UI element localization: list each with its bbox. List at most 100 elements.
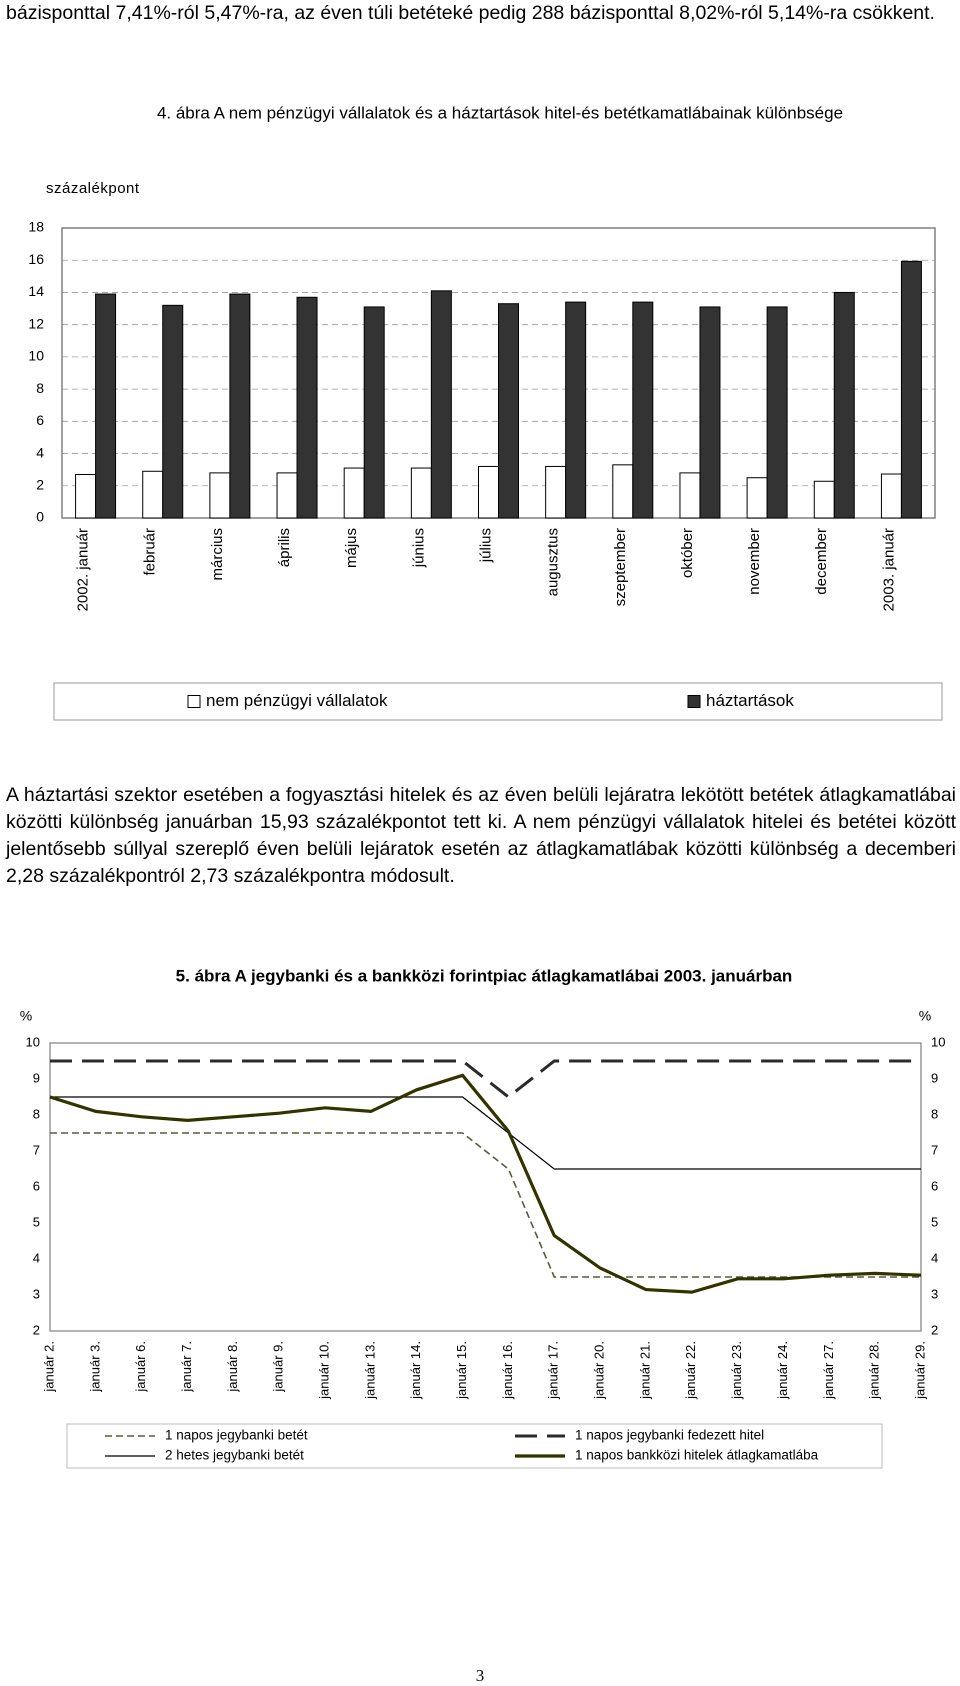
bar xyxy=(363,306,385,519)
x-tick-label: július xyxy=(477,528,494,563)
y-tick-label: 16 xyxy=(28,251,44,267)
legend-label: 2 hetes jegybanki betét xyxy=(165,1448,304,1463)
x-tick-label: január 27. xyxy=(821,1341,836,1400)
y-tick-label: 14 xyxy=(28,283,44,299)
bar xyxy=(679,472,701,519)
x-tick-label: január 29. xyxy=(912,1341,927,1400)
bar xyxy=(95,293,117,519)
legend-swatch xyxy=(187,695,201,708)
bar xyxy=(162,304,184,519)
y-tick-label: 6 xyxy=(33,1178,40,1193)
x-tick-label: május xyxy=(343,528,360,568)
x-tick-label: január 20. xyxy=(592,1341,607,1400)
legend-label: nem pénzügyi vállalatok xyxy=(206,691,388,710)
y-tick-label: 10 xyxy=(26,1034,40,1049)
legend-box xyxy=(66,1423,883,1469)
y-tick-label: 2 xyxy=(36,476,44,492)
y-tick-label: 8 xyxy=(33,1106,40,1121)
bar xyxy=(813,480,835,519)
paragraph: A háztartási szektor esetében a fogyaszt… xyxy=(6,784,956,887)
bar xyxy=(565,301,587,519)
y-tick-label: 4 xyxy=(33,1250,40,1265)
bar xyxy=(545,465,567,519)
x-tick-label: november xyxy=(746,528,763,595)
x-tick-label: január 14. xyxy=(408,1341,423,1400)
chart-title: 5. ábra A jegybanki és a bankközi forint… xyxy=(176,966,793,985)
bar xyxy=(296,296,318,519)
x-tick-label: december xyxy=(813,528,830,595)
y-tick-label: 12 xyxy=(28,315,44,331)
bar xyxy=(612,464,634,519)
bar xyxy=(343,467,365,519)
bar xyxy=(430,290,452,519)
y2-axis-label: % xyxy=(919,1008,931,1024)
y-tick-label: 0 xyxy=(36,509,44,525)
x-tick-label: január 28. xyxy=(867,1341,882,1400)
y2-tick-label: 5 xyxy=(931,1214,938,1229)
bar xyxy=(229,293,251,519)
x-tick-label: augusztus xyxy=(545,528,562,596)
x-tick-label: 2003. január xyxy=(880,528,897,611)
series-line xyxy=(50,1132,921,1278)
bar xyxy=(880,473,902,519)
x-tick-label: január 10. xyxy=(316,1341,331,1400)
y-axis-label: % xyxy=(20,1008,32,1024)
legend-label: 1 napos bankközi hitelek átlagkamatlába xyxy=(575,1448,819,1463)
x-tick-label: január 22. xyxy=(683,1341,698,1400)
bar xyxy=(498,303,519,519)
bar xyxy=(699,306,721,519)
x-tick-label: január 13. xyxy=(362,1341,377,1400)
y-tick-label: 4 xyxy=(36,444,44,460)
x-tick-label: január 21. xyxy=(637,1341,652,1400)
series-line xyxy=(49,1073,922,1294)
legend-label: 1 napos jegybanki fedezett hitel xyxy=(575,1428,764,1443)
y-tick-label: 6 xyxy=(36,412,44,428)
y2-tick-label: 2 xyxy=(931,1322,938,1337)
plot-frame xyxy=(49,1042,922,1332)
y-axis-label: százalékpont xyxy=(46,180,140,197)
bar xyxy=(209,472,231,519)
bar xyxy=(410,467,432,519)
x-tick-label: február xyxy=(142,528,159,576)
legend-box xyxy=(53,682,943,721)
legend-label: háztartások xyxy=(706,691,794,710)
bar xyxy=(746,477,768,519)
y2-tick-label: 3 xyxy=(931,1286,938,1301)
y2-tick-label: 7 xyxy=(931,1142,938,1157)
bar xyxy=(276,472,298,519)
bar xyxy=(632,301,654,519)
y-tick-label: 10 xyxy=(28,348,44,364)
paragraph: bázisponttal 7,41%-ról 5,47%-ra, az éven… xyxy=(6,2,935,24)
legend-swatch xyxy=(687,695,701,708)
bar xyxy=(766,306,788,519)
x-tick-label: január 7. xyxy=(179,1341,194,1393)
y2-tick-label: 10 xyxy=(931,1034,945,1049)
chart-title: 4. ábra A nem pénzügyi vállalatok és a h… xyxy=(157,103,843,122)
x-tick-label: január 6. xyxy=(133,1341,148,1393)
series-line xyxy=(50,1096,921,1170)
page-number: 3 xyxy=(476,1666,485,1685)
x-tick-label: szeptember xyxy=(612,528,629,606)
y-tick-label: 3 xyxy=(33,1286,40,1301)
legend-label: 1 napos jegybanki betét xyxy=(165,1428,308,1443)
x-tick-label: január 17. xyxy=(546,1341,561,1400)
bar xyxy=(833,291,855,519)
x-tick-label: január 2. xyxy=(41,1341,56,1393)
y-tick-label: 9 xyxy=(33,1070,40,1085)
y-tick-label: 2 xyxy=(33,1322,40,1337)
y2-tick-label: 4 xyxy=(931,1250,938,1265)
bar xyxy=(75,474,97,519)
x-tick-label: június xyxy=(410,528,427,568)
x-tick-label: 2002. január xyxy=(75,528,92,611)
x-tick-label: október xyxy=(679,528,696,578)
bar xyxy=(900,260,922,519)
y2-tick-label: 9 xyxy=(931,1070,938,1085)
x-tick-label: április xyxy=(276,528,293,567)
series-line xyxy=(50,1059,921,1099)
x-tick-label: január 23. xyxy=(729,1341,744,1400)
y2-tick-label: 8 xyxy=(931,1106,938,1121)
y-tick-label: 5 xyxy=(33,1214,40,1229)
x-tick-label: január 8. xyxy=(225,1341,240,1393)
